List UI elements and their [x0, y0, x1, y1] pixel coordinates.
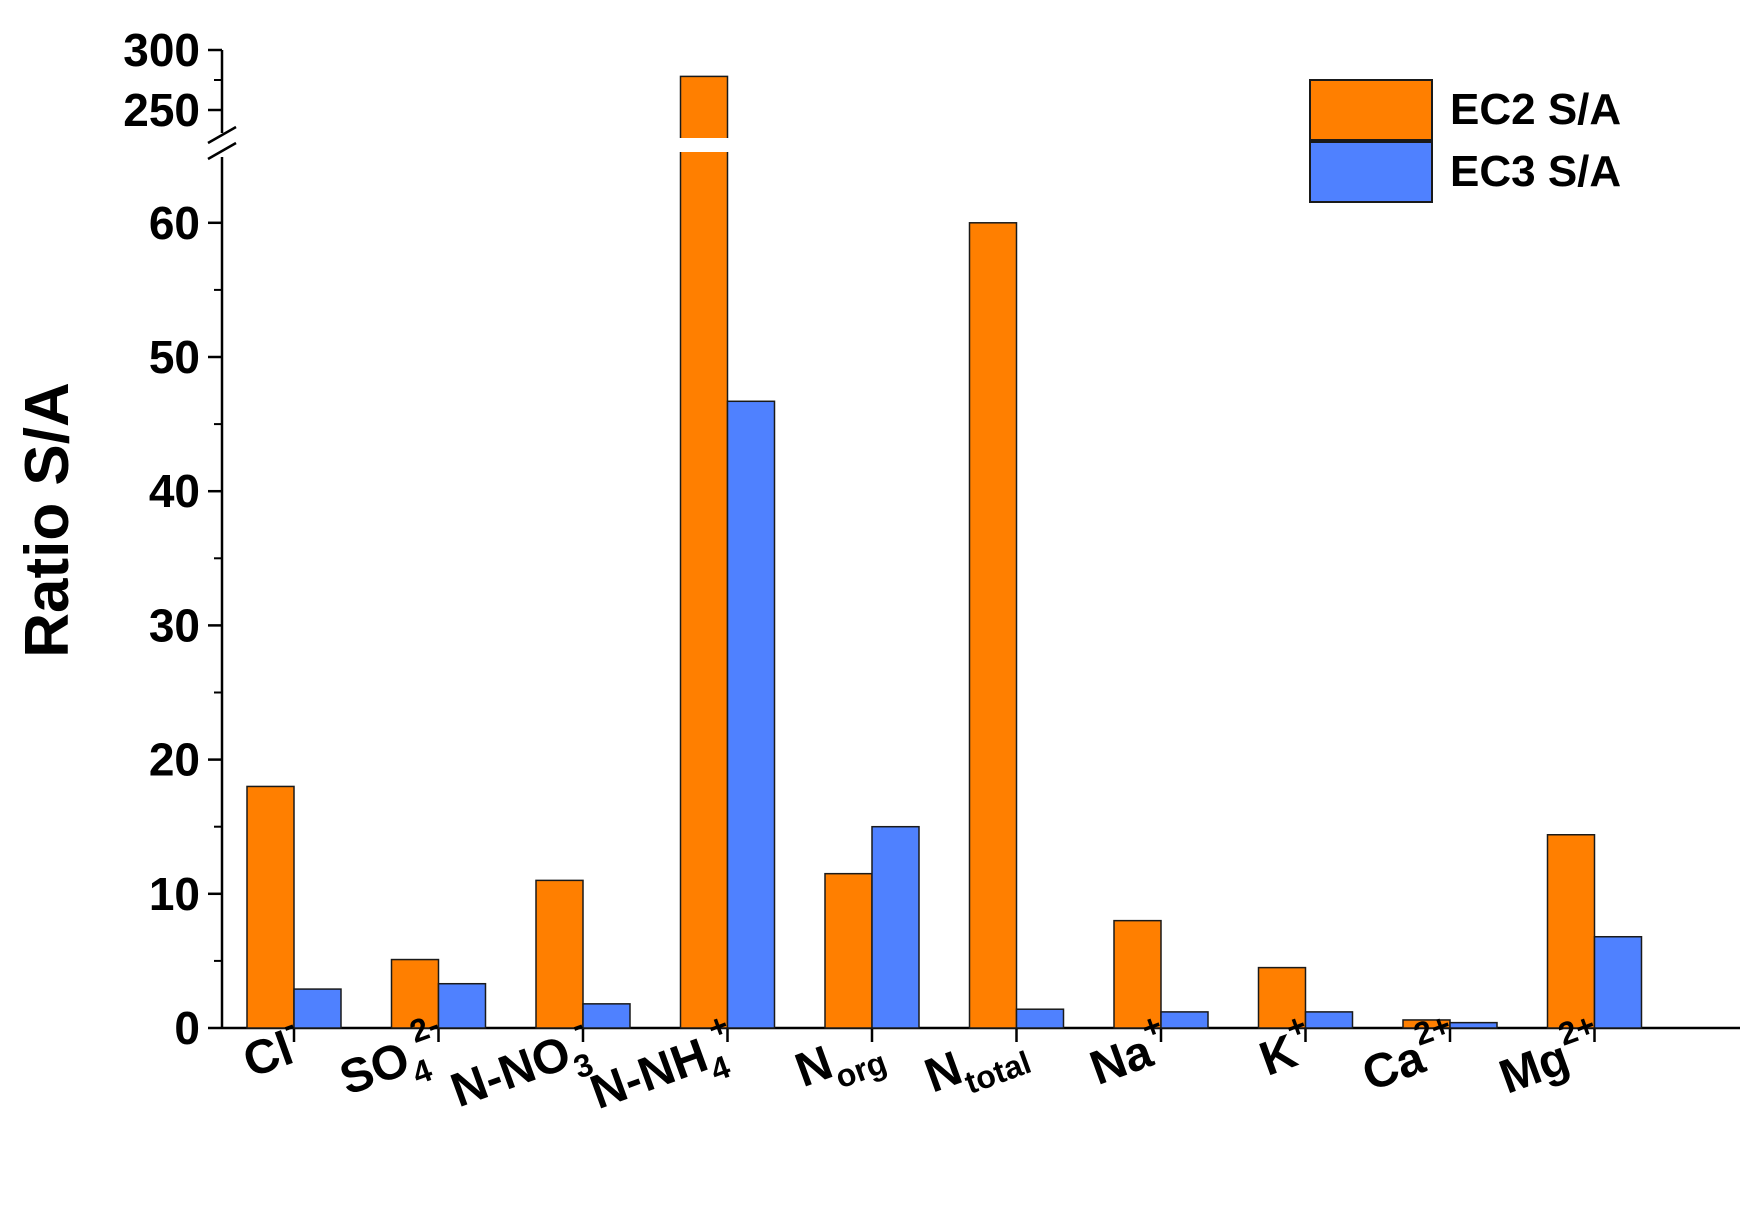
bar-ec2-0 — [246, 785, 295, 1029]
y-tick-label: 60 — [149, 197, 200, 249]
axis-break-mark — [207, 125, 237, 145]
bar-ec3-0 — [293, 988, 342, 1029]
axes: 0 10 20 30 40 50 60 250 300 — [123, 24, 1740, 1054]
bar-ec3-4 — [871, 825, 920, 1029]
bar-ec3-8 — [1449, 1021, 1498, 1029]
bar-ec3-3 — [726, 400, 776, 1029]
x-tick-label: Ntotal — [918, 1019, 1036, 1113]
y-tick-label: 40 — [149, 465, 200, 517]
y-tick-label: 50 — [149, 331, 200, 383]
bar-ec3-5 — [1015, 1008, 1065, 1029]
legend-swatch-ec2 — [1309, 79, 1433, 141]
axis-break-gap — [678, 138, 730, 152]
bar-ec3-6 — [1160, 1011, 1209, 1029]
legend-label-ec3: EC3 S/A — [1450, 147, 1621, 196]
bar-ec2-9 — [1546, 834, 1596, 1029]
bar-ec2-7 — [1257, 966, 1307, 1029]
y-axis-title: Ratio S/A — [13, 382, 82, 658]
bar-ec3-1 — [437, 982, 487, 1029]
bar-ec2-3 — [679, 75, 729, 1029]
legend: EC2 S/A EC3 S/A — [1309, 79, 1621, 203]
bars — [246, 75, 1643, 1029]
legend-label-ec2: EC2 S/A — [1450, 85, 1621, 134]
legend-swatch-ec3 — [1309, 141, 1433, 203]
y-tick-label: 10 — [149, 868, 200, 920]
y-tick-label: 20 — [149, 734, 200, 786]
bar-ec3-7 — [1304, 1011, 1354, 1029]
bar-ec2-6 — [1113, 919, 1162, 1029]
bar-ec2-5 — [968, 222, 1018, 1029]
y-tick-label: 0 — [174, 1002, 200, 1054]
x-tick-label: K+ — [1249, 1006, 1322, 1086]
y-tick-label: 300 — [123, 24, 200, 76]
y-tick-label: 250 — [123, 84, 200, 136]
bar-ec2-2 — [535, 879, 584, 1029]
bar-ec2-4 — [824, 872, 873, 1029]
x-tick-label: Norg — [789, 1019, 892, 1108]
bar-ec3-9 — [1593, 935, 1643, 1029]
bar-ec3-2 — [582, 1003, 631, 1029]
axis-break-mark — [207, 141, 237, 161]
bar-ec2-1 — [390, 958, 440, 1029]
y-tick-label: 30 — [149, 599, 200, 651]
